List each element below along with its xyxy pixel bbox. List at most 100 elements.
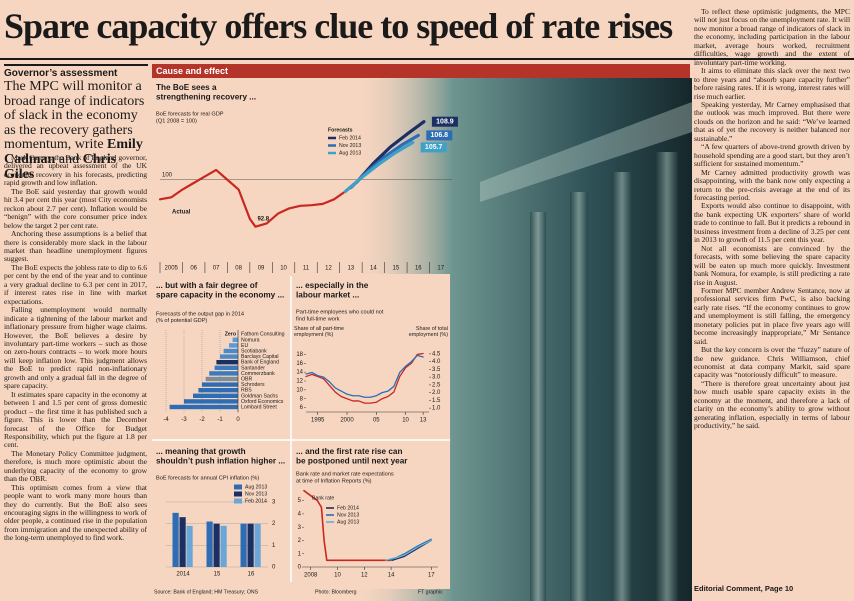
paragraph: Mark Carney, the Bank of England governo… bbox=[4, 154, 147, 188]
chart-subtitle: find full-time work bbox=[296, 316, 340, 322]
chart-subtitle: (Q1 2008 = 100) bbox=[156, 118, 197, 124]
chart-title: spare capacity in the economy ... bbox=[156, 291, 284, 300]
line-series bbox=[158, 168, 358, 228]
right-column: To reflect these optimistic judgments, t… bbox=[694, 8, 850, 580]
legend-label: Nov 2013 bbox=[337, 512, 359, 518]
y-tick-label: 0 bbox=[298, 565, 302, 571]
y-tick-label: 2 bbox=[298, 538, 302, 544]
bar bbox=[216, 360, 238, 365]
x-tick-label: 05 bbox=[373, 418, 380, 424]
bar bbox=[229, 343, 238, 348]
x-tick-label: 12 bbox=[325, 266, 332, 272]
bar bbox=[213, 523, 220, 567]
x-tick-label: 09 bbox=[258, 266, 265, 272]
legend-label: Feb 2014 bbox=[337, 505, 359, 511]
y2-tick-label: 2.5 bbox=[432, 382, 441, 388]
x-tick-label: 1995 bbox=[311, 418, 325, 424]
y-tick-label: 8 bbox=[300, 396, 304, 402]
y-tick-label: 3 bbox=[272, 500, 276, 506]
standfirst-text: The MPC will monitor a broad range of in… bbox=[4, 79, 145, 153]
category-label: Barclays Capital bbox=[241, 354, 278, 360]
author: Emily Cadman bbox=[4, 137, 143, 167]
value-label: 106.8 bbox=[431, 132, 449, 139]
y-tick-label: 10 bbox=[296, 387, 303, 393]
chart-subtitle: at time of Inflation Reports (%) bbox=[296, 478, 372, 484]
section-label: Governor’s assessment bbox=[4, 64, 148, 79]
chart-title: shouldn’t push inflation higher ... bbox=[156, 457, 285, 466]
legend-label: Feb 2014 bbox=[339, 135, 361, 141]
bar bbox=[220, 354, 238, 359]
legend-label: Aug 2013 bbox=[245, 484, 267, 490]
x-tick-label: -4 bbox=[163, 417, 169, 423]
x-tick-label: 10 bbox=[402, 418, 409, 424]
value-label-box bbox=[420, 142, 447, 153]
legend-swatch bbox=[234, 491, 242, 497]
headline: Spare capacity offers clue to speed of r… bbox=[4, 6, 673, 46]
legend-label: Aug 2013 bbox=[337, 519, 359, 525]
category-label: Nomura bbox=[241, 337, 260, 343]
x-tick-label: 2008 bbox=[304, 573, 318, 579]
chart-subtitle: (% of potential GDP) bbox=[156, 318, 207, 324]
source: Source: Bank of England; HM Treasury; ON… bbox=[154, 589, 259, 595]
value-label: 92.8 bbox=[257, 216, 269, 222]
y-tick-label: 5 bbox=[298, 498, 302, 504]
y2-tick-label: 2.0 bbox=[432, 390, 441, 396]
legend-label: Feb 2014 bbox=[245, 498, 267, 504]
x-tick-label: 12 bbox=[361, 573, 368, 579]
line-series bbox=[343, 140, 415, 194]
chart-subtitle: BoE forecasts for annual CPI inflation (… bbox=[156, 475, 259, 481]
chart-subtitle: Bank rate and market rate expectations bbox=[296, 471, 394, 477]
paragraph: “There is therefore great uncertainty ab… bbox=[694, 378, 850, 431]
x-tick-label: 11 bbox=[303, 266, 310, 272]
paragraph: Not all economists are convinced by the … bbox=[694, 243, 850, 287]
chart-title: ... especially in the bbox=[296, 281, 369, 290]
bar bbox=[206, 521, 213, 567]
y-tick-label: 1 bbox=[298, 551, 302, 557]
chart-subtitle: BoE forecasts for real GDP bbox=[156, 111, 224, 117]
y2-tick-label: 3.5 bbox=[432, 367, 441, 373]
standfirst: The MPC will monitor a broad range of in… bbox=[4, 79, 148, 182]
y-tick-label: 14 bbox=[296, 370, 303, 376]
x-tick-label: -2 bbox=[199, 417, 205, 423]
category-label: EU bbox=[241, 343, 248, 349]
bar bbox=[209, 371, 238, 376]
x-tick-label: 14 bbox=[370, 266, 377, 272]
photo-cornice bbox=[480, 102, 692, 202]
value-label: 108.9 bbox=[436, 119, 454, 126]
chart-title: The BoE sees a bbox=[156, 83, 217, 92]
x-tick-label: -3 bbox=[181, 417, 187, 423]
bar bbox=[179, 517, 186, 567]
x-tick-label: 15 bbox=[214, 572, 221, 578]
series-label: Actual bbox=[172, 210, 191, 216]
line-series bbox=[305, 352, 424, 404]
bar bbox=[198, 388, 238, 393]
legend-label: Nov 2013 bbox=[339, 143, 361, 149]
y2-tick-label: 1.5 bbox=[432, 398, 441, 404]
paragraph: Speaking yesterday, Mr Carney emphasised… bbox=[694, 99, 850, 143]
paragraph: Falling unemployment would normally indi… bbox=[4, 305, 147, 391]
value-label-box bbox=[431, 116, 458, 127]
paragraph: Former MPC member Andrew Sentance, now a… bbox=[694, 285, 850, 346]
legend-label: Aug 2013 bbox=[339, 150, 361, 156]
y-tick-label: 6 bbox=[300, 405, 304, 411]
series-label: Bank rate bbox=[312, 495, 334, 501]
bar bbox=[247, 523, 254, 567]
category-label: Commerzbank bbox=[241, 371, 275, 377]
left-column: Mark Carney, the Bank of England governo… bbox=[4, 154, 147, 598]
value-label-box bbox=[426, 130, 453, 141]
paragraph: Mr Carney admitted productivity growth w… bbox=[694, 167, 850, 202]
x-tick-label: 08 bbox=[235, 266, 242, 272]
paragraph: It aims to eliminate this slack over the… bbox=[694, 66, 850, 101]
y-tick-label: 12 bbox=[296, 379, 303, 385]
series-label-box: Share of all part-time employment (%) bbox=[294, 326, 344, 338]
photo-pillar bbox=[612, 172, 632, 601]
x-tick-label: 16 bbox=[248, 572, 255, 578]
y-tick-label: 100 bbox=[162, 172, 173, 178]
x-tick-label: 2014 bbox=[176, 572, 190, 578]
x-tick-label: 16 bbox=[415, 266, 422, 272]
category-label: RBS bbox=[241, 388, 252, 394]
graphic-header bbox=[152, 64, 690, 78]
y-tick-label: 16 bbox=[296, 361, 303, 367]
chart-subtitle: Forecasts of the output gap in 2014 bbox=[156, 311, 244, 317]
paragraph: The BoE said yesterday that growth would… bbox=[4, 186, 147, 230]
